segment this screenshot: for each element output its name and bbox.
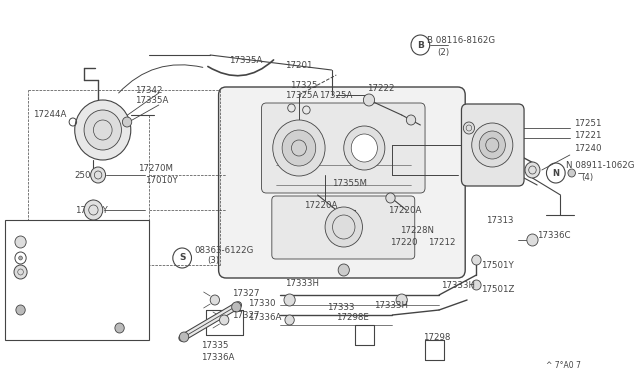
Text: 17244A: 17244A: [33, 109, 66, 119]
Circle shape: [386, 193, 395, 203]
Text: S: S: [179, 253, 186, 263]
Circle shape: [463, 122, 474, 134]
Text: 17228N: 17228N: [400, 225, 434, 234]
Text: 17327: 17327: [232, 311, 259, 320]
Circle shape: [84, 200, 103, 220]
Text: 17286: 17286: [10, 288, 35, 296]
Circle shape: [122, 117, 132, 127]
Circle shape: [282, 130, 316, 166]
Text: 17311: 17311: [73, 237, 98, 247]
Circle shape: [284, 294, 295, 306]
Text: (3): (3): [207, 257, 220, 266]
Text: 17330: 17330: [248, 298, 275, 308]
Circle shape: [479, 131, 506, 159]
Circle shape: [396, 294, 407, 306]
Text: 17298E: 17298E: [336, 314, 369, 323]
Circle shape: [210, 295, 220, 305]
Text: 17010Y: 17010Y: [145, 176, 177, 185]
Circle shape: [568, 169, 575, 177]
Text: 17220A: 17220A: [303, 201, 337, 209]
Text: 17020Y: 17020Y: [75, 205, 108, 215]
Text: 17220A: 17220A: [388, 205, 421, 215]
Circle shape: [285, 315, 294, 325]
Circle shape: [115, 323, 124, 333]
Circle shape: [220, 315, 229, 325]
Circle shape: [338, 264, 349, 276]
Text: 17270M: 17270M: [138, 164, 173, 173]
Text: B: B: [417, 41, 424, 49]
Text: 17325A: 17325A: [285, 90, 318, 99]
Bar: [4, 220, 150, 340]
Text: 08363-6122G: 08363-6122G: [195, 246, 253, 254]
Text: 25060: 25060: [75, 170, 102, 180]
Text: 17201A: 17201A: [73, 267, 104, 276]
Text: 17342: 17342: [136, 86, 163, 94]
Text: 17333H: 17333H: [285, 279, 319, 288]
Circle shape: [273, 120, 325, 176]
Text: N: N: [552, 169, 559, 177]
Text: 17325: 17325: [289, 80, 317, 90]
Circle shape: [472, 255, 481, 265]
Circle shape: [19, 256, 22, 260]
Circle shape: [91, 167, 106, 183]
Circle shape: [472, 123, 513, 167]
Text: 17222: 17222: [367, 83, 395, 93]
Text: 17251: 17251: [575, 119, 602, 128]
Circle shape: [179, 332, 189, 342]
FancyBboxPatch shape: [219, 87, 465, 278]
Text: 17220: 17220: [390, 237, 418, 247]
Text: 17326B: 17326B: [10, 298, 40, 307]
Circle shape: [325, 207, 362, 247]
Text: 17501Y: 17501Y: [481, 260, 514, 269]
Text: 17336A: 17336A: [248, 314, 281, 323]
Circle shape: [406, 115, 416, 125]
Text: 17501Z: 17501Z: [481, 285, 515, 295]
Text: B 08116-8162G: B 08116-8162G: [427, 35, 495, 45]
Text: 17333H: 17333H: [374, 301, 408, 310]
Circle shape: [525, 162, 540, 178]
Text: 17201B: 17201B: [73, 253, 104, 263]
Circle shape: [527, 234, 538, 246]
Circle shape: [16, 305, 25, 315]
Text: 17336A: 17336A: [201, 353, 234, 362]
Text: 17221: 17221: [575, 131, 602, 140]
Text: 17201: 17201: [285, 61, 312, 70]
Text: (2): (2): [437, 48, 449, 57]
Text: 17201C: 17201C: [75, 247, 108, 257]
Circle shape: [351, 134, 378, 162]
Circle shape: [472, 280, 481, 290]
Circle shape: [15, 236, 26, 248]
Circle shape: [134, 250, 143, 260]
Text: 17336C: 17336C: [537, 231, 571, 240]
Text: 17240: 17240: [575, 144, 602, 153]
Circle shape: [364, 94, 374, 106]
Text: 17335A: 17335A: [136, 96, 169, 105]
Text: 17335A: 17335A: [229, 55, 262, 64]
Circle shape: [14, 265, 27, 279]
FancyBboxPatch shape: [272, 196, 415, 259]
Text: 17313: 17313: [486, 215, 513, 224]
Text: 17355M: 17355M: [332, 179, 367, 187]
Text: ^ 7°A0 7: ^ 7°A0 7: [547, 360, 581, 369]
Text: 17333: 17333: [327, 304, 355, 312]
Circle shape: [84, 110, 122, 150]
Text: (4): (4): [581, 173, 593, 182]
Text: 17298: 17298: [423, 334, 451, 343]
Text: 17335: 17335: [201, 340, 228, 350]
FancyBboxPatch shape: [461, 104, 524, 186]
Circle shape: [75, 100, 131, 160]
Text: 17333H: 17333H: [441, 280, 475, 289]
Text: 17325A: 17325A: [319, 90, 353, 99]
Text: N 08911-1062G: N 08911-1062G: [566, 160, 635, 170]
FancyBboxPatch shape: [262, 103, 425, 193]
Text: 17327: 17327: [232, 289, 259, 298]
Text: 17212: 17212: [428, 237, 455, 247]
Circle shape: [232, 302, 241, 312]
Circle shape: [344, 126, 385, 170]
